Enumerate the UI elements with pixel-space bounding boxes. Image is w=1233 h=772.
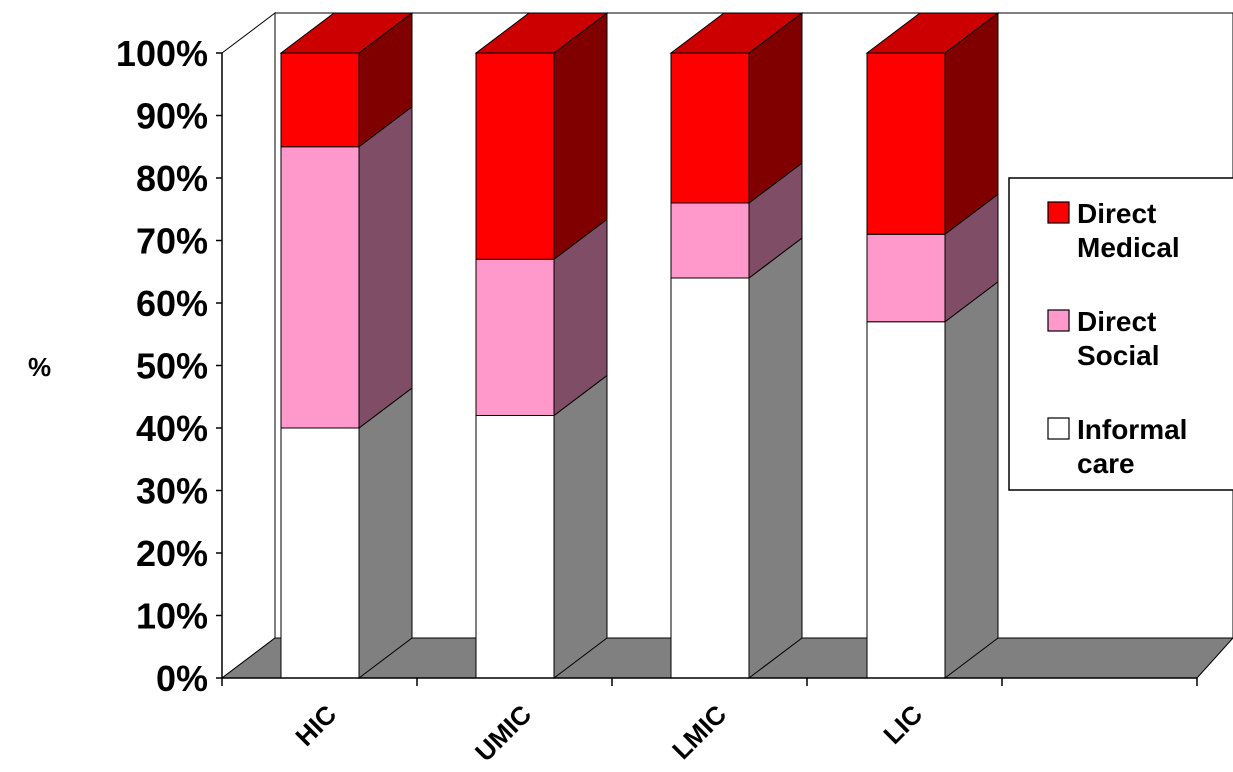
bar-side-hic-direct-social [358, 105, 413, 430]
bar-segment-lic-direct-medical [865, 11, 1000, 236]
bar-side-umic-direct-medical [553, 11, 608, 261]
bar-segment-lmic-direct-medical [669, 11, 804, 205]
bar-top-umic [474, 12, 609, 54]
bar-segment-umic-direct-medical [474, 11, 609, 261]
bar-front-lmic-informal-care [670, 277, 750, 679]
legend-label-direct-social: Direct Social [1077, 306, 1159, 371]
x-category-label-umic: UMIC [469, 699, 537, 767]
x-category-labels: HIC UMIC LMIC LIC [221, 678, 1198, 767]
y-tick-label: 40% [136, 408, 208, 449]
bar-front-umic-direct-social [475, 258, 555, 416]
bar-segment-hic-direct-social [280, 105, 413, 430]
bar-side-umic-informal-care [553, 374, 608, 680]
bar-segment-umic-direct-social [475, 218, 608, 417]
bar-side-lic-informal-care [944, 280, 999, 680]
legend: Direct Medical Direct Social Informal care [1008, 177, 1233, 491]
y-tick-label: 0% [156, 658, 208, 699]
y-tick-label: 30% [136, 471, 208, 512]
legend-swatch-direct-medical [1047, 201, 1070, 224]
x-category-label-lic: LIC [877, 699, 928, 750]
legend-box [1008, 177, 1233, 491]
bar-front-umic-direct-medical [475, 52, 555, 260]
bar-front-lic-direct-medical [866, 52, 946, 235]
bar-top-hic [279, 12, 414, 54]
y-tick-label: 20% [136, 533, 208, 574]
y-tick-label: 100% [116, 33, 208, 74]
y-tick-labels: 0% 10% 20% 30% 40% 50% 60% 70% 80% 90% 100% [116, 33, 222, 699]
bar-group [279, 11, 1000, 680]
bar-segment-lmic-informal-care [670, 236, 803, 680]
y-tick-label: 70% [136, 221, 208, 262]
bar-segment-hic-informal-care [280, 386, 413, 680]
bar-segment-lic-direct-social [866, 193, 999, 323]
bar-front-hic-direct-medical [280, 52, 360, 148]
bar-front-lic-informal-care [866, 321, 946, 679]
x-category-label-hic: HIC [289, 699, 342, 752]
y-tick-label: 90% [136, 96, 208, 137]
bar-segment-lmic-direct-social [670, 161, 803, 280]
bar-front-umic-informal-care [475, 415, 555, 679]
legend-swatch-direct-social [1047, 309, 1070, 332]
legend-swatch-informal-care [1047, 417, 1070, 440]
bar-side-hic-informal-care [358, 386, 413, 680]
bar-front-hic-direct-social [280, 146, 360, 429]
bar-front-lmic-direct-social [670, 202, 750, 279]
legend-label-informal-care: Informal care [1077, 414, 1187, 479]
bar-front-lmic-direct-medical [670, 52, 750, 204]
bar-top-lic [865, 12, 1000, 54]
y-axis-label: % [28, 352, 51, 382]
side-wall [221, 11, 276, 680]
x-category-label-lmic: LMIC [666, 699, 732, 765]
y-tick-label: 50% [136, 346, 208, 387]
bar-front-lic-direct-social [866, 233, 946, 323]
legend-label-direct-medical: Direct Medical [1077, 198, 1180, 263]
y-tick-label: 80% [136, 158, 208, 199]
bar-segment-lic-informal-care [866, 280, 999, 680]
y-tick-label: 60% [136, 283, 208, 324]
bar-side-lmic-informal-care [748, 236, 803, 680]
y-tick-label: 10% [136, 596, 208, 637]
bar-front-hic-informal-care [280, 427, 360, 679]
bar-segment-umic-informal-care [475, 374, 608, 680]
bar-segment-hic-direct-medical [279, 11, 414, 148]
bar-top-lmic [669, 12, 804, 54]
